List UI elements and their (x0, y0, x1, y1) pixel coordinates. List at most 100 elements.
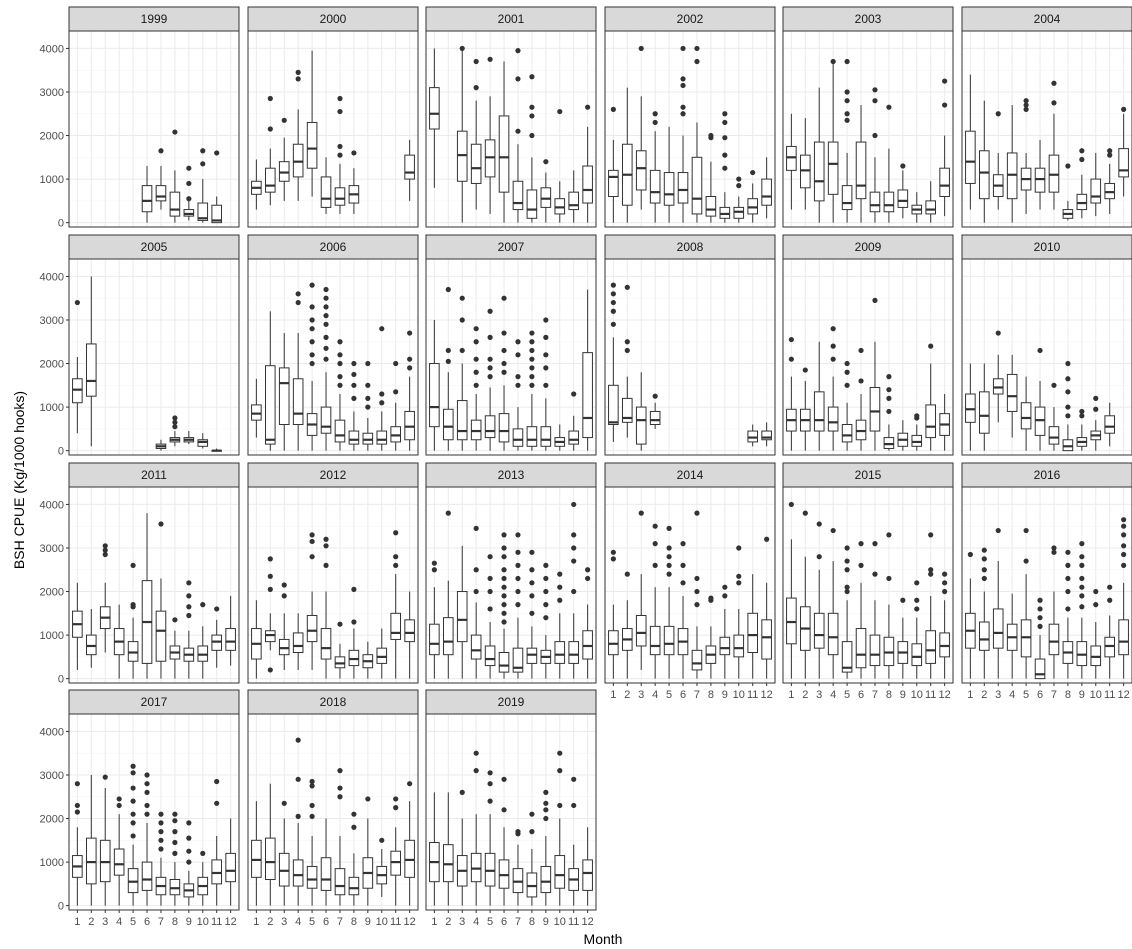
panel-2005: 2005 0 1000 2000 3000 4000 (40, 234, 240, 458)
box-body (978, 391, 990, 434)
box-month-1 (429, 319, 440, 451)
outlier-point (722, 165, 728, 171)
x-tick-label: 11 (568, 916, 579, 928)
outlier-point (267, 586, 273, 592)
x-tick-label: 7 (158, 916, 164, 928)
x-tick-label: 8 (172, 916, 178, 928)
outlier-point (323, 286, 329, 293)
box-month-4 (827, 527, 839, 679)
outlier-point (1079, 156, 1085, 163)
box-month-9 (183, 165, 195, 221)
box-month-7 (334, 768, 346, 906)
outlier-point (473, 567, 479, 573)
box-month-1 (72, 781, 83, 906)
y-tick-label: 2000 (40, 359, 64, 371)
outlier-point (130, 811, 136, 817)
outlier-point (802, 510, 808, 516)
box-month-1 (251, 159, 262, 210)
panel-2001: 2001 (425, 6, 597, 228)
outlier-point (543, 159, 549, 165)
x-tick-label: 3 (459, 916, 465, 928)
box-month-7 (1048, 80, 1060, 210)
outlier-point (722, 119, 728, 126)
box-month-3 (992, 527, 1004, 679)
x-tick-label: 11 (390, 916, 401, 928)
box-month-7 (334, 95, 346, 214)
box-month-5 (484, 554, 496, 679)
outlier-point (323, 543, 329, 549)
panel-background (962, 487, 1132, 683)
outlier-point (680, 541, 686, 547)
strip-label: 2003 (855, 12, 882, 26)
outlier-point (281, 800, 287, 806)
box-body (306, 614, 318, 643)
outlier-point (393, 796, 399, 802)
outlier-point (1051, 382, 1057, 388)
strip-label: 2009 (855, 240, 882, 254)
x-tick-label: 12 (761, 689, 773, 701)
x-tick-label: 5 (666, 689, 672, 701)
box-month-9 (719, 584, 731, 679)
outlier-point (172, 419, 178, 425)
box-month-10 (554, 424, 566, 451)
outlier-point (158, 837, 164, 843)
outlier-point (872, 541, 878, 547)
outlier-point (351, 824, 357, 830)
outlier-point (872, 87, 878, 93)
outlier-point (295, 291, 301, 297)
outlier-point (281, 582, 287, 588)
box-month-3 (813, 521, 825, 679)
box-month-2 (799, 367, 811, 451)
box-month-12 (404, 330, 415, 451)
strip-label: 2007 (498, 240, 525, 254)
panel-background (248, 31, 418, 227)
outlier-point (722, 152, 728, 158)
box-month-8 (348, 360, 360, 451)
box-month-8 (526, 549, 538, 679)
outlier-point (144, 802, 150, 809)
box-body (897, 189, 909, 208)
box-month-8 (526, 330, 538, 451)
box-body (582, 859, 593, 891)
box-month-4 (1006, 593, 1018, 679)
box-month-4 (292, 613, 304, 670)
panel-background (426, 487, 596, 683)
box-body (225, 852, 236, 883)
box-body (568, 641, 580, 664)
outlier-point (1023, 98, 1029, 104)
x-tick-label: 9 (365, 916, 371, 928)
box-body (1006, 373, 1018, 412)
box-body (925, 630, 937, 664)
box-month-7 (155, 148, 167, 210)
panel-background (69, 31, 239, 227)
x-tick-label: 3 (102, 916, 108, 928)
box-month-1 (786, 336, 797, 451)
outlier-point (844, 584, 850, 590)
outlier-point (74, 781, 80, 787)
box-body (841, 641, 853, 673)
outlier-point (323, 562, 329, 569)
outlier-point (379, 400, 385, 406)
box-month-1 (608, 549, 619, 679)
outlier-point (750, 169, 756, 176)
box-body (1118, 148, 1129, 178)
outlier-point (501, 554, 507, 560)
strip-label: 2016 (1034, 468, 1061, 482)
box-month-11 (211, 778, 223, 906)
outlier-point (379, 391, 385, 397)
strip-2000 (247, 6, 419, 32)
outlier-point (515, 575, 521, 582)
box-body (498, 652, 510, 673)
outlier-point (172, 617, 178, 623)
box-month-3 (278, 117, 290, 201)
box-month-9 (1076, 148, 1088, 219)
outlier-point (1051, 545, 1057, 551)
outlier-point (981, 567, 987, 573)
outlier-point (844, 588, 850, 595)
x-tick-label: 4 (473, 916, 479, 928)
outlier-point (666, 554, 672, 560)
outlier-point (914, 597, 920, 603)
outlier-point (158, 148, 164, 154)
